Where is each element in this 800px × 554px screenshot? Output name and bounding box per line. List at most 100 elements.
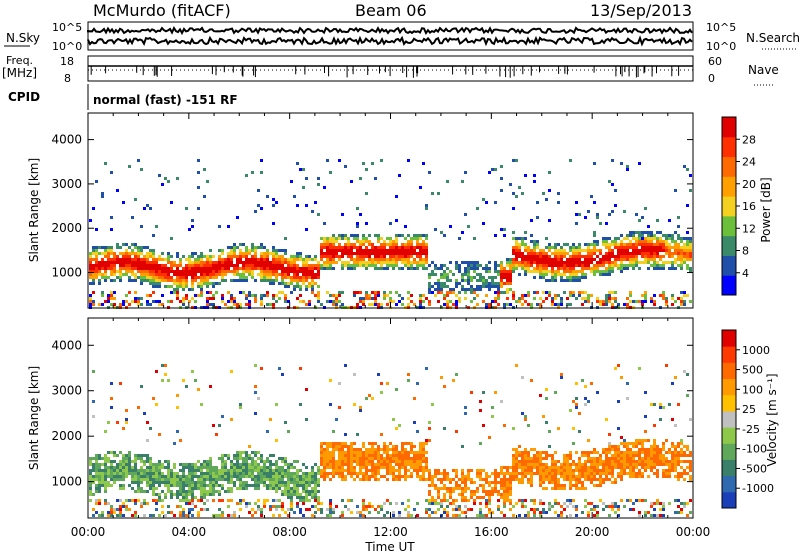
- heatmap-cell: [629, 255, 632, 258]
- heatmap-cell: [281, 249, 284, 252]
- heatmap-cell: [374, 264, 377, 267]
- heatmap-cell: [302, 282, 305, 285]
- heatmap-cell: [635, 463, 638, 466]
- heatmap-cell: [143, 279, 146, 282]
- heatmap-cell: [533, 499, 536, 502]
- heatmap-cell: [644, 246, 647, 249]
- heatmap-cell: [557, 481, 560, 484]
- heatmap-cell: [470, 285, 473, 288]
- heatmap-cell: [290, 505, 293, 508]
- heatmap-cell: [656, 255, 659, 258]
- heatmap-cell: [500, 472, 503, 475]
- heatmap-cell: [416, 463, 419, 466]
- heatmap-cell: [320, 252, 323, 255]
- heatmap-cell: [659, 267, 662, 270]
- heatmap-cell: [575, 252, 578, 255]
- heatmap-cell: [329, 237, 332, 240]
- heatmap-cell: [557, 270, 560, 273]
- heatmap-cell: [638, 162, 641, 165]
- heatmap-cell: [593, 466, 596, 469]
- heatmap-cell: [320, 460, 323, 463]
- heatmap-cell: [323, 475, 326, 478]
- heatmap-cell: [395, 303, 398, 306]
- heatmap-cell: [584, 255, 587, 258]
- heatmap-cell: [569, 249, 572, 252]
- heatmap-cell: [575, 469, 578, 472]
- heatmap-cell: [473, 481, 476, 484]
- heatmap-cell: [320, 243, 323, 246]
- heatmap-cell: [293, 487, 296, 490]
- heatmap-cell: [518, 264, 521, 267]
- heatmap-cell: [419, 469, 422, 472]
- heatmap-cell: [155, 469, 158, 472]
- heatmap-cell: [266, 255, 269, 258]
- heatmap-cell: [500, 177, 503, 180]
- heatmap-cell: [641, 294, 644, 297]
- heatmap-cell: [443, 472, 446, 475]
- heatmap-cell: [212, 273, 215, 276]
- heatmap-cell: [224, 454, 227, 457]
- heatmap-cell: [545, 388, 548, 391]
- heatmap-cell: [143, 472, 146, 475]
- heatmap-cell: [143, 460, 146, 463]
- heatmap-cell: [578, 457, 581, 460]
- heatmap-cell: [548, 279, 551, 282]
- heatmap-cell: [419, 297, 422, 300]
- heatmap-cell: [515, 457, 518, 460]
- heatmap-cell: [110, 267, 113, 270]
- heatmap-cell: [614, 297, 617, 300]
- heatmap-cell: [629, 454, 632, 457]
- heatmap-cell: [137, 303, 140, 306]
- heatmap-cell: [95, 270, 98, 273]
- heatmap-cell: [539, 303, 542, 306]
- heatmap-cell: [605, 475, 608, 478]
- heatmap-cell: [428, 276, 431, 279]
- heatmap-cell: [473, 499, 476, 502]
- heatmap-cell: [287, 270, 290, 273]
- heatmap-cell: [89, 475, 92, 478]
- heatmap-cell: [551, 264, 554, 267]
- heatmap-cell: [155, 475, 158, 478]
- heatmap-cell: [320, 508, 323, 511]
- heatmap-cell: [614, 454, 617, 457]
- heatmap-cell: [260, 267, 263, 270]
- heatmap-cell: [467, 472, 470, 475]
- heatmap-cell: [467, 478, 470, 481]
- heatmap-cell: [659, 240, 662, 243]
- heatmap-cell: [206, 490, 209, 493]
- heatmap-cell: [530, 261, 533, 264]
- heatmap-cell: [359, 469, 362, 472]
- heatmap-cell: [524, 300, 527, 303]
- heatmap-cell: [455, 499, 458, 502]
- heatmap-cell: [617, 448, 620, 451]
- heatmap-cell: [326, 463, 329, 466]
- heatmap-cell: [164, 481, 167, 484]
- heatmap-cell: [341, 514, 344, 517]
- heatmap-cell: [332, 451, 335, 454]
- heatmap-cell: [470, 469, 473, 472]
- heatmap-cell: [353, 472, 356, 475]
- heatmap-cell: [362, 300, 365, 303]
- heatmap-cell: [587, 400, 590, 403]
- heatmap-cell: [137, 267, 140, 270]
- heatmap-cell: [116, 189, 119, 192]
- heatmap-cell: [530, 469, 533, 472]
- heatmap-cell: [551, 463, 554, 466]
- heatmap-cell: [197, 255, 200, 258]
- heatmap-cell: [590, 472, 593, 475]
- heatmap-cell: [233, 481, 236, 484]
- heatmap-cell: [161, 511, 164, 514]
- heatmap-cell: [380, 261, 383, 264]
- heatmap-cell: [506, 291, 509, 294]
- heatmap-cell: [392, 258, 395, 261]
- heatmap-cell: [632, 252, 635, 255]
- heatmap-cell: [191, 282, 194, 285]
- heatmap-cell: [371, 249, 374, 252]
- heatmap-cell: [554, 469, 557, 472]
- heatmap-cell: [521, 457, 524, 460]
- heatmap-cell: [422, 300, 425, 303]
- heatmap-cell: [629, 469, 632, 472]
- heatmap-cell: [107, 421, 110, 424]
- heatmap-cell: [386, 264, 389, 267]
- heatmap-cell: [104, 469, 107, 472]
